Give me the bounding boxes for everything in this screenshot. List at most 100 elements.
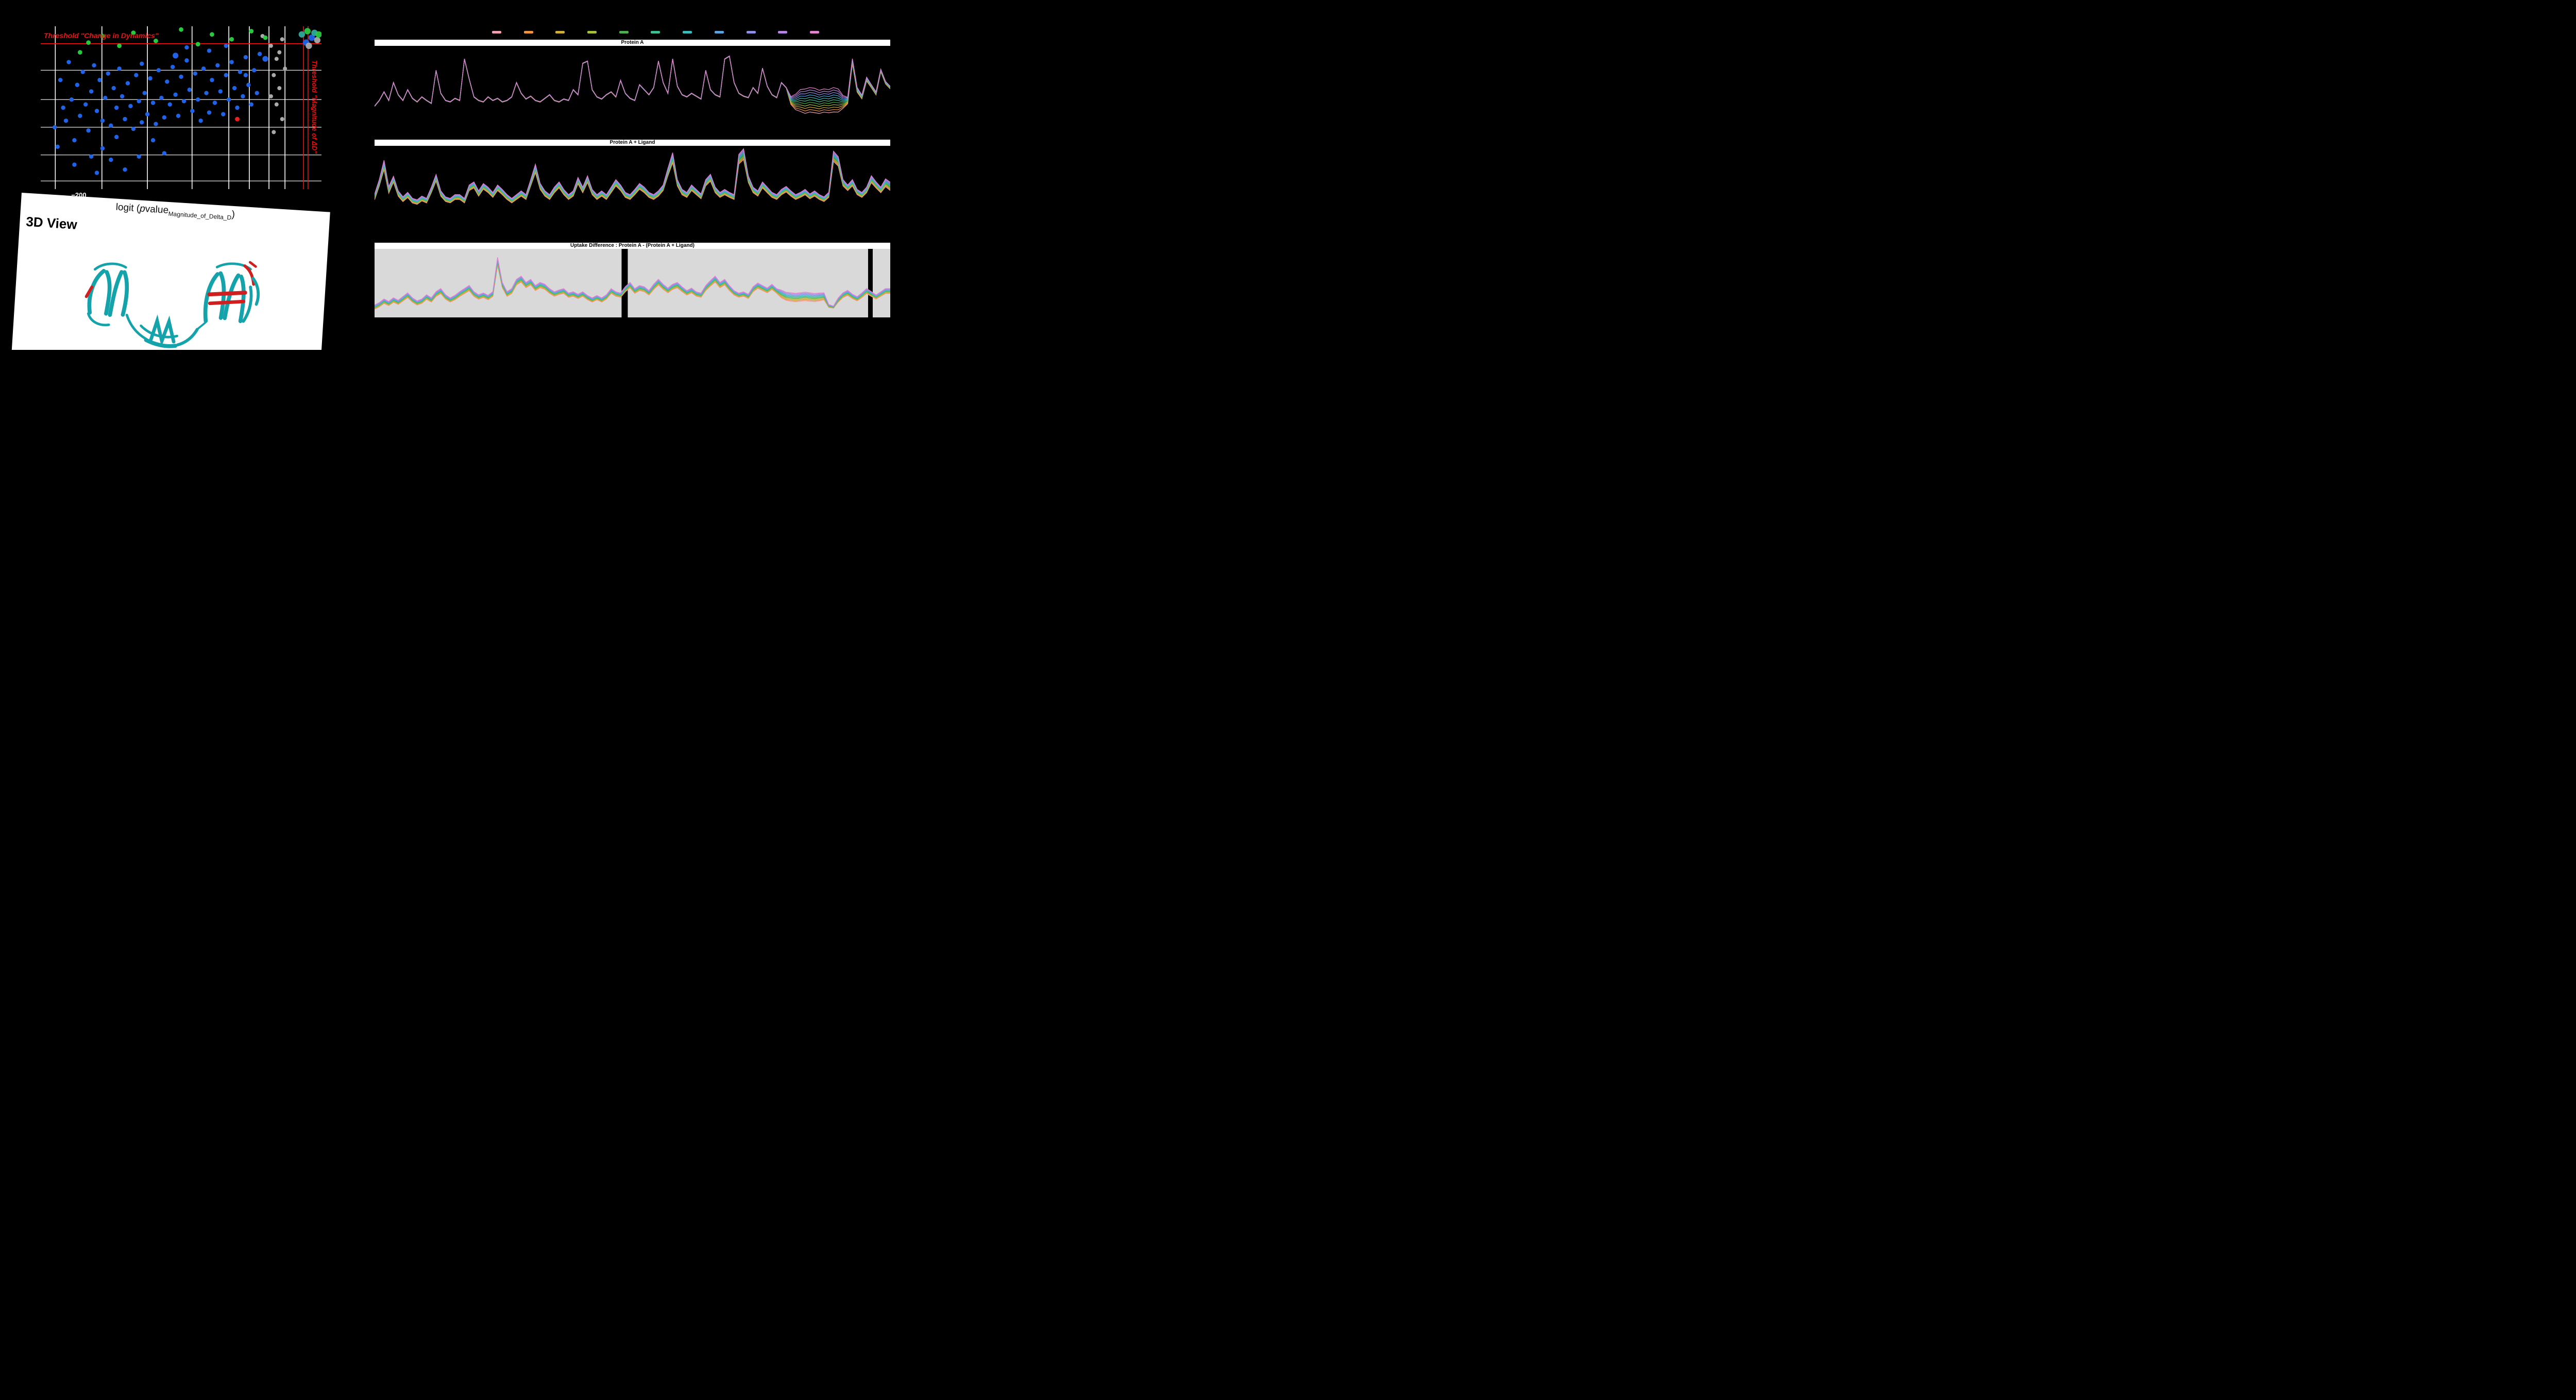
legend-dash[interactable] — [587, 31, 597, 33]
scatter-point-green[interactable] — [210, 32, 214, 37]
scatter-point-blue[interactable] — [243, 55, 248, 60]
scatter-point-blue[interactable] — [123, 116, 127, 122]
chart-uptake-difference[interactable]: Uptake Difference : Protein A - (Protein… — [375, 243, 890, 317]
uptake-line[interactable] — [375, 265, 890, 310]
scatter-point-blue[interactable] — [94, 171, 99, 175]
scatter-point-blue[interactable] — [140, 120, 144, 125]
legend-dash[interactable] — [523, 31, 533, 33]
scatter-point-blue[interactable] — [66, 60, 71, 64]
legend-dash[interactable] — [809, 31, 819, 33]
legend-dash[interactable] — [555, 31, 565, 33]
legend-dash[interactable] — [683, 31, 692, 33]
uptake-line[interactable] — [375, 159, 890, 205]
scatter-point-blue[interactable] — [100, 146, 105, 151]
scatter-point-blue[interactable] — [224, 73, 228, 77]
scatter-point-blue[interactable] — [145, 112, 150, 116]
scatter-point-blue[interactable] — [159, 95, 164, 100]
scatter-point-blue[interactable] — [83, 102, 88, 107]
legend-dash[interactable] — [746, 31, 756, 33]
scatter-point-blue[interactable] — [128, 104, 133, 109]
scatter-point-blue[interactable] — [117, 66, 122, 71]
scatter-point-blue[interactable] — [103, 95, 108, 100]
scatter-point-blue[interactable] — [63, 119, 69, 123]
uptake-line[interactable] — [375, 158, 890, 205]
uptake-line[interactable] — [375, 55, 890, 107]
scatter-point-blue[interactable] — [137, 99, 141, 104]
scatter-point-gray[interactable] — [280, 117, 284, 122]
scatter-point-blue[interactable] — [131, 126, 136, 131]
scatter-point-blue[interactable] — [257, 52, 262, 56]
legend-dash[interactable] — [778, 31, 788, 33]
scatter-point-gray[interactable] — [268, 94, 273, 98]
scatter-point-gray[interactable] — [280, 37, 284, 42]
scatter-point-blue[interactable] — [229, 60, 234, 64]
scatter-point-green[interactable] — [263, 35, 268, 40]
scatter-point-gray[interactable] — [272, 73, 276, 77]
scatter-point-blue[interactable] — [89, 154, 94, 159]
scatter-point-cluster[interactable] — [298, 31, 306, 38]
scatter-point-blue[interactable] — [120, 94, 125, 99]
chart-protein-a-ligand[interactable]: Protein A + Ligand — [375, 140, 890, 241]
scatter-point-gray[interactable] — [274, 57, 279, 61]
scatter-point-blue[interactable] — [176, 113, 181, 118]
scatter-point-gray[interactable] — [274, 102, 279, 107]
scatter-point-blue[interactable] — [226, 97, 231, 102]
scatter-point-green[interactable] — [117, 43, 122, 48]
scatter-point-blue[interactable] — [221, 112, 226, 116]
scatter-point-blue[interactable] — [111, 86, 116, 91]
scatter-point-green[interactable] — [229, 37, 234, 42]
uptake-line[interactable] — [375, 257, 890, 307]
scatter-point-blue[interactable] — [72, 138, 77, 143]
scatter-point-cluster[interactable] — [315, 31, 321, 38]
scatter-point-blue[interactable] — [86, 128, 91, 133]
scatter-point-green[interactable] — [195, 42, 200, 47]
scatter-point-blue[interactable] — [154, 122, 158, 126]
scatter-point-blue[interactable] — [75, 82, 80, 87]
scatter-point-blue[interactable] — [150, 100, 156, 105]
scatter-point-blue[interactable] — [125, 81, 130, 86]
scatter-point-blue[interactable] — [187, 88, 192, 92]
scatter-point-blue[interactable] — [134, 73, 139, 77]
scatter-point-green[interactable] — [179, 27, 183, 32]
scatter-point-blue[interactable] — [78, 113, 82, 118]
scatter-point-blue[interactable] — [207, 110, 212, 115]
uptake-line[interactable] — [375, 55, 890, 107]
scatter-point-blue[interactable] — [162, 151, 166, 156]
chart-plot-area[interactable] — [375, 146, 890, 241]
scatter-point-blue[interactable] — [61, 105, 65, 110]
legend-dash[interactable] — [619, 31, 629, 33]
scatter-point-blue[interactable] — [92, 63, 96, 68]
scatter-point-cluster[interactable] — [308, 34, 315, 41]
scatter-point-blue[interactable] — [53, 125, 57, 130]
scatter-point-blue[interactable] — [252, 68, 257, 73]
scatter-point-blue[interactable] — [184, 58, 189, 63]
scatter-point-green[interactable] — [154, 39, 158, 43]
uptake-line[interactable] — [375, 153, 890, 203]
scatter-point-blue[interactable] — [156, 68, 161, 73]
scatter-point-blue[interactable] — [184, 45, 189, 50]
uptake-line[interactable] — [375, 263, 890, 309]
scatter-point-blue[interactable] — [262, 56, 268, 62]
uptake-line[interactable] — [375, 149, 890, 201]
protein-structure-image[interactable] — [40, 235, 304, 350]
scatter-point-blue[interactable] — [89, 89, 94, 94]
scatter-point-blue[interactable] — [204, 91, 209, 95]
uptake-line[interactable] — [375, 148, 890, 200]
scatter-point-blue[interactable] — [249, 102, 253, 107]
chart-plot-area[interactable] — [375, 46, 890, 139]
scatter-point-blue[interactable] — [137, 154, 141, 159]
scatter-point-blue[interactable] — [232, 86, 237, 91]
scatter-point-green[interactable] — [77, 50, 82, 55]
scatter-point-cluster[interactable] — [304, 28, 311, 35]
scatter-point-blue[interactable] — [193, 71, 197, 76]
uptake-line[interactable] — [375, 150, 890, 201]
legend-dash[interactable] — [492, 31, 501, 33]
scatter-point-blue[interactable] — [55, 144, 60, 149]
scatter-point-blue[interactable] — [94, 109, 99, 113]
scatter-point-green[interactable] — [249, 29, 254, 33]
legend-dash[interactable] — [714, 31, 724, 33]
scatter-point-gray[interactable] — [268, 43, 273, 48]
scatter-point-blue[interactable] — [58, 78, 63, 82]
scatter-point-blue[interactable] — [224, 43, 228, 48]
scatter-point-blue[interactable] — [207, 48, 212, 53]
